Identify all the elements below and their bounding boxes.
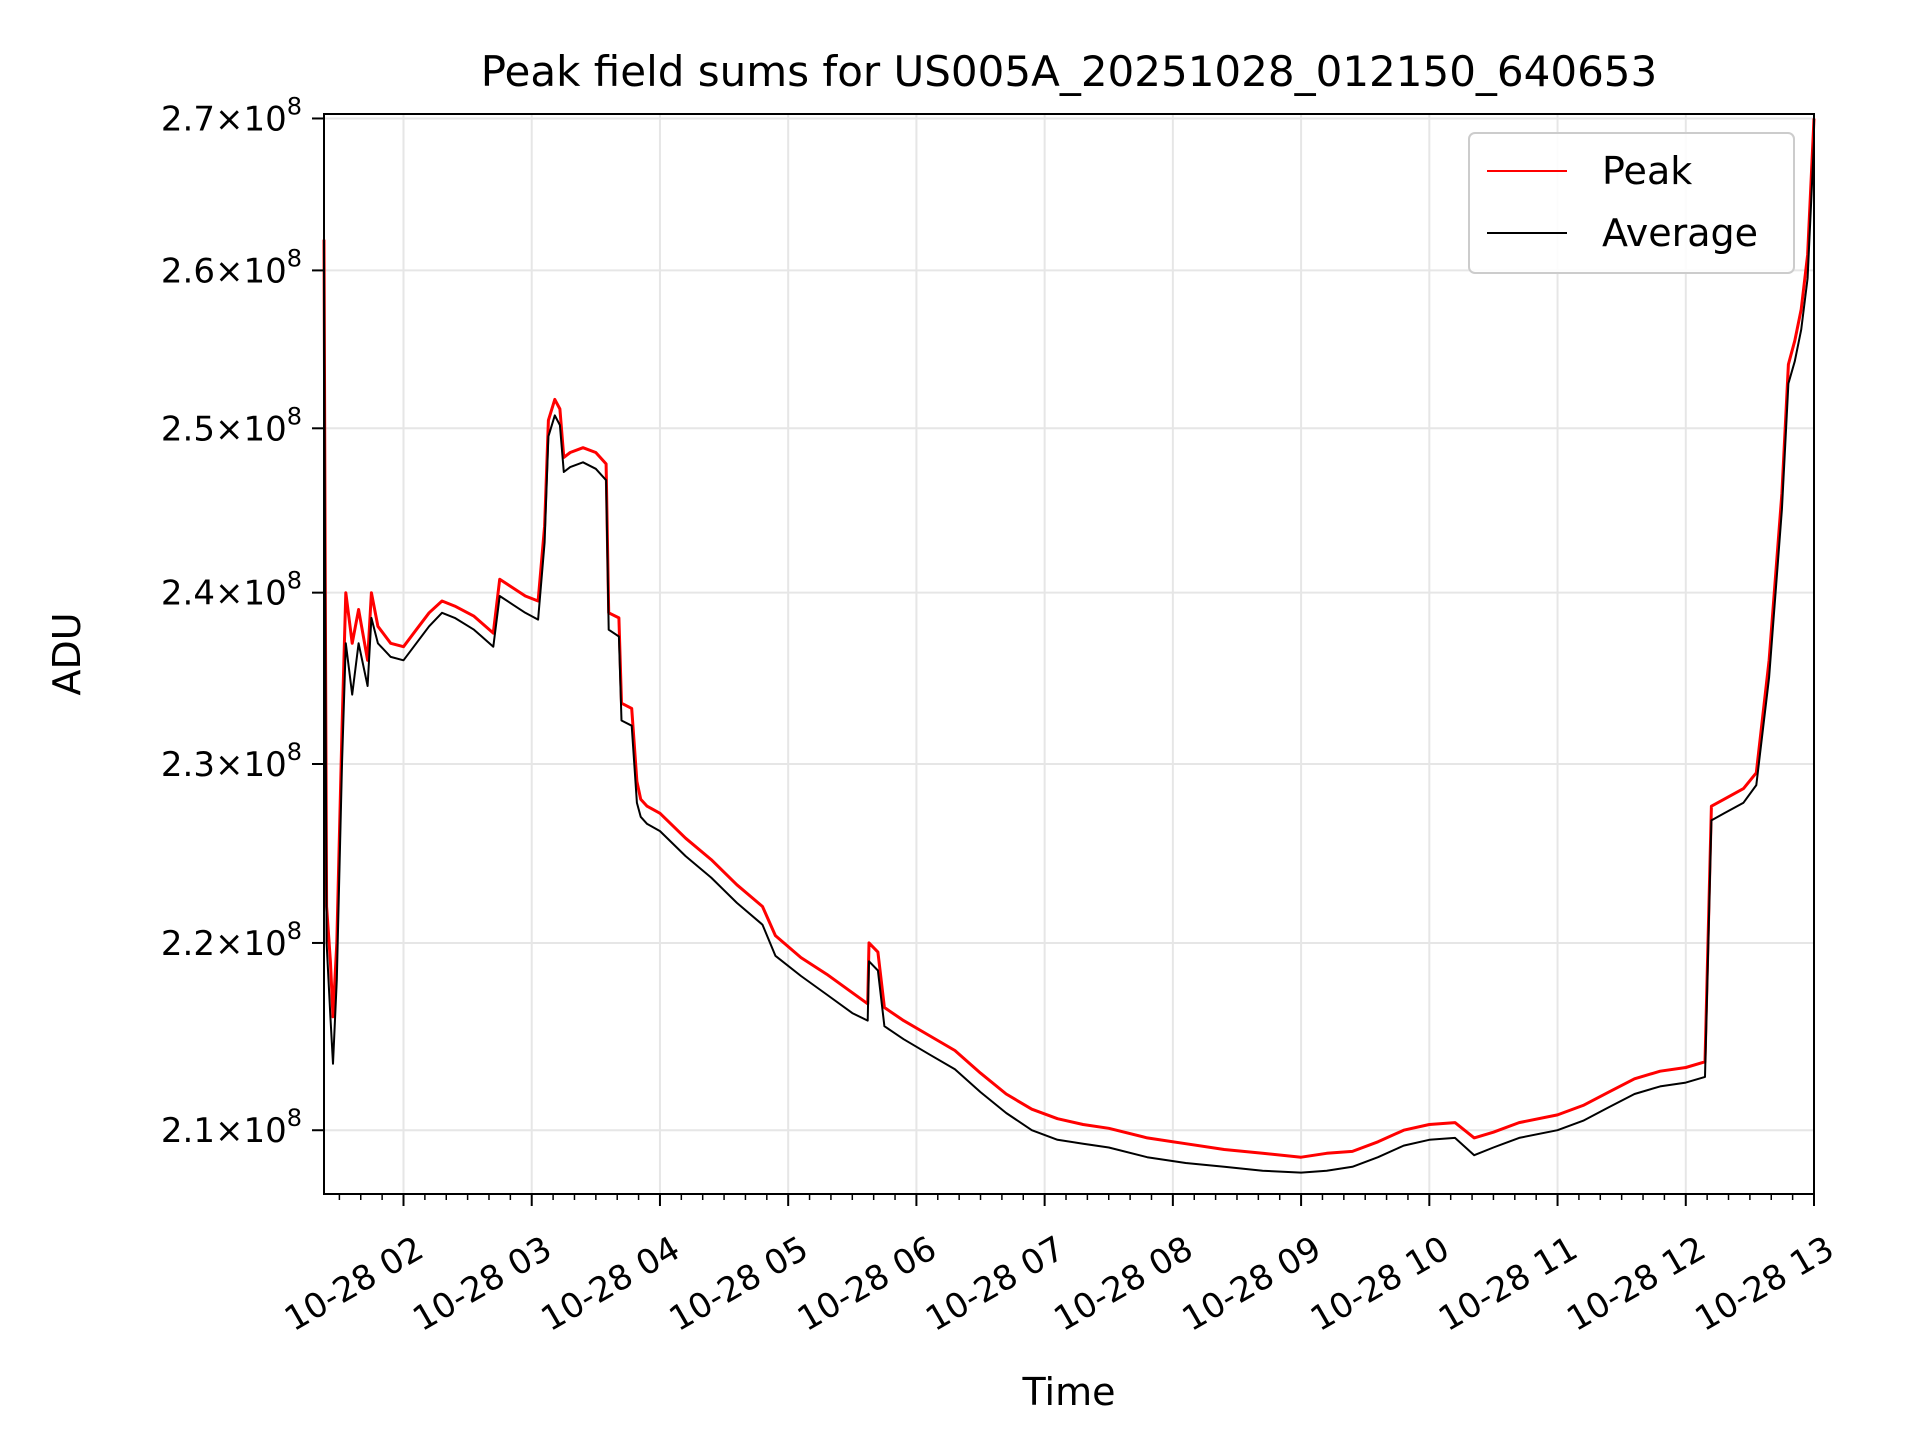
legend: Peak Average — [1468, 132, 1795, 274]
y-axis-label: ADU — [45, 612, 89, 695]
y-tick-label: 2.7×108 — [161, 92, 302, 139]
y-tick-label: 2.1×108 — [161, 1104, 302, 1151]
legend-label-peak: Peak — [1602, 149, 1692, 193]
legend-box — [1468, 132, 1795, 274]
plot-frame — [323, 113, 1815, 1195]
legend-label-average: Average — [1602, 211, 1758, 255]
series-line-peak — [322, 118, 1816, 1159]
y-tick-label: 2.3×108 — [161, 738, 302, 785]
y-tick-label: 2.4×108 — [161, 567, 302, 614]
chart-title: Peak field sums for US005A_20251028_0121… — [481, 47, 1658, 96]
y-tick-label: 2.2×108 — [161, 917, 302, 964]
grid-lines — [324, 114, 1815, 1194]
series-line-average — [323, 140, 1815, 1174]
series-lines — [322, 118, 1816, 1174]
y-tick-label: 2.5×108 — [161, 402, 302, 449]
y-tick-label: 2.6×108 — [161, 244, 302, 291]
x-axis-label: Time — [1022, 1370, 1116, 1414]
